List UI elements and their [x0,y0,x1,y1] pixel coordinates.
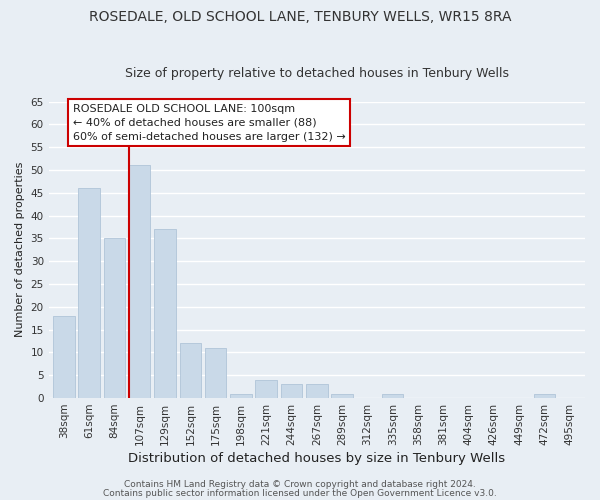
Bar [129,166,151,398]
X-axis label: Distribution of detached houses by size in Tenbury Wells: Distribution of detached houses by size … [128,452,505,465]
Text: Contains public sector information licensed under the Open Government Licence v3: Contains public sector information licen… [103,488,497,498]
Title: Size of property relative to detached houses in Tenbury Wells: Size of property relative to detached ho… [125,66,509,80]
Bar [154,230,176,398]
Bar [230,394,251,398]
Bar [306,384,328,398]
Bar [382,394,403,398]
Bar [53,316,74,398]
Bar [104,238,125,398]
Bar [256,380,277,398]
Bar [534,394,555,398]
Bar [179,344,201,398]
Text: Contains HM Land Registry data © Crown copyright and database right 2024.: Contains HM Land Registry data © Crown c… [124,480,476,489]
Bar [205,348,226,398]
Text: ROSEDALE OLD SCHOOL LANE: 100sqm
← 40% of detached houses are smaller (88)
60% o: ROSEDALE OLD SCHOOL LANE: 100sqm ← 40% o… [73,104,346,142]
Bar [281,384,302,398]
Bar [331,394,353,398]
Bar [79,188,100,398]
Text: ROSEDALE, OLD SCHOOL LANE, TENBURY WELLS, WR15 8RA: ROSEDALE, OLD SCHOOL LANE, TENBURY WELLS… [89,10,511,24]
Y-axis label: Number of detached properties: Number of detached properties [15,162,25,338]
